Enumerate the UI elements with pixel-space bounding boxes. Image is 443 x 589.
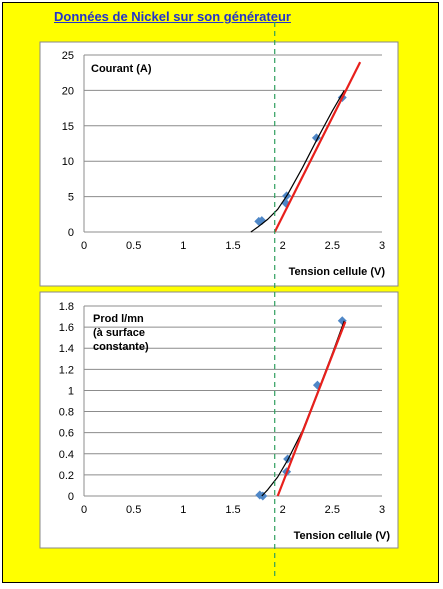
chart-2: 0 0.2 0.4 0.6 0.8 1 1.2 1.4 1.6 1.8 0 0.5 1 1.5 2 2.5 3 P… [39, 291, 399, 549]
data-point [258, 491, 268, 501]
y-tick-label: 0.2 [59, 470, 74, 482]
x-tick-label: 1 [180, 504, 186, 516]
fit-line [276, 321, 347, 497]
y-tick-label: 1.4 [59, 343, 74, 355]
y-tick-label: 0 [68, 227, 74, 239]
y-tick-label: 0.8 [59, 407, 74, 419]
y-tick-label: 1 [68, 385, 74, 397]
chart-area [39, 41, 399, 287]
y-tick-label: 5 [68, 192, 74, 204]
x-tick-label: 1.5 [225, 504, 240, 516]
y-tick-label: 0.6 [59, 428, 74, 440]
x-tick-label: 1 [180, 240, 186, 252]
trend-curve [250, 90, 345, 233]
y-tick-label: 1.2 [59, 364, 74, 376]
x-axis-label: Tension cellule (V) [294, 530, 391, 542]
fit-line [273, 61, 362, 233]
page-title: Données de Nickel sur son générateur [54, 9, 291, 24]
x-tick-label: 0 [81, 240, 87, 252]
y-axis-label: constante) [93, 341, 149, 353]
x-tick-label: 2 [280, 240, 286, 252]
y-axis-label: (à surface [93, 327, 145, 339]
y-tick-label: 0.4 [59, 449, 74, 461]
y-tick-label: 1.8 [59, 301, 74, 313]
x-tick-label: 0.5 [126, 504, 141, 516]
x-tick-label: 1.5 [225, 240, 240, 252]
chart-area [39, 291, 399, 549]
x-tick-label: 0.5 [126, 240, 141, 252]
y-tick-label: 25 [62, 50, 74, 62]
y-tick-label: 20 [62, 85, 74, 97]
y-axis-label: Prod l/mn [93, 313, 144, 325]
x-tick-label: 2.5 [325, 240, 340, 252]
y-tick-label: 0 [68, 491, 74, 503]
x-tick-label: 0 [81, 504, 87, 516]
y-tick-label: 1.6 [59, 322, 74, 334]
x-tick-label: 2 [280, 504, 286, 516]
y-axis-label: Courant (A) [91, 63, 152, 75]
chart-1: 0 5 10 15 20 25 0 0.5 1 1.5 2 2.5 3 Courant (A) Tensio… [39, 41, 399, 287]
y-tick-label: 15 [62, 121, 74, 133]
x-tick-label: 3 [379, 240, 385, 252]
y-tick-label: 10 [62, 156, 74, 168]
x-tick-label: 2.5 [325, 504, 340, 516]
x-axis-label: Tension cellule (V) [289, 266, 386, 278]
x-tick-label: 3 [379, 504, 385, 516]
